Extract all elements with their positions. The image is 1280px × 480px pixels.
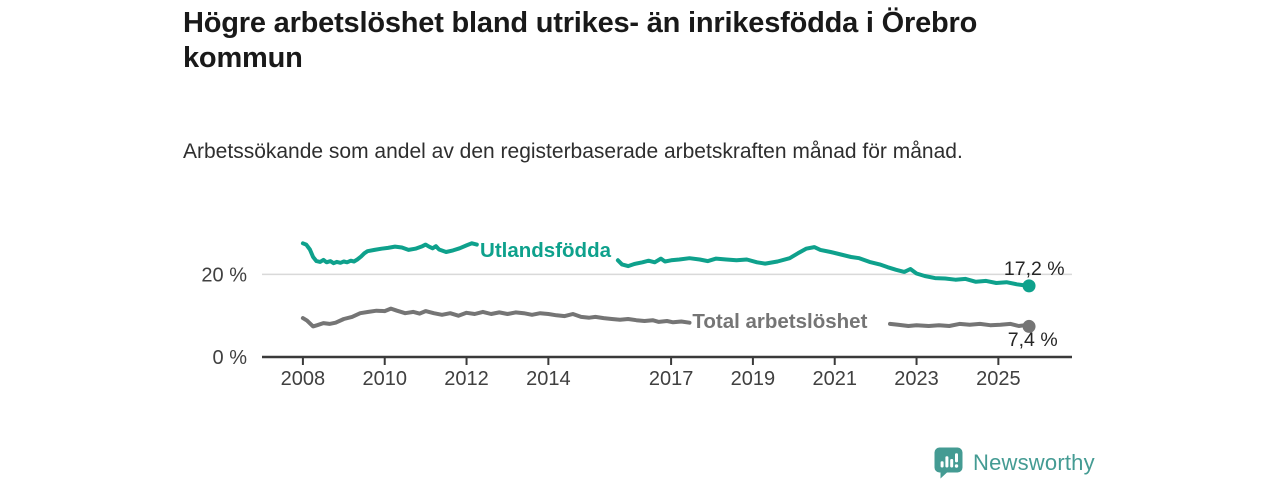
- series-line-utlandsfodda-2: [615, 245, 1031, 288]
- bar-chart-speech-bubble-icon: [933, 446, 964, 479]
- end-value-label-total-arbetsloshet: 7,4 %: [1008, 329, 1058, 351]
- end-dot-utlandsfodda: [1022, 279, 1036, 293]
- tick-label-2010: 2010: [362, 368, 407, 390]
- tick-label-2023: 2023: [894, 368, 939, 390]
- tick-label-2012: 2012: [444, 368, 489, 390]
- y-tick-label-20: 20 %: [201, 264, 247, 286]
- end-value-label-utlandsfodda: 17,2 %: [1004, 258, 1065, 280]
- tick-label-2019: 2019: [731, 368, 776, 390]
- tick-label-2025: 2025: [976, 368, 1021, 390]
- tick-label-2014: 2014: [526, 368, 571, 390]
- tick-label-2008: 2008: [281, 368, 326, 390]
- series-label-total-arbetsloshet: Total arbetslöshet: [692, 310, 867, 333]
- y-tick-label-0: 0 %: [213, 347, 248, 369]
- newsworthy-logo[interactable]: Newsworthy: [933, 446, 1095, 479]
- series-line-utlandsfodda-1: [300, 241, 479, 266]
- series-label-utlandsfodda: Utlandsfödda: [480, 239, 612, 262]
- newsworthy-logo-text: Newsworthy: [973, 449, 1095, 475]
- page-subtitle: Arbetssökande som andel av den registerb…: [183, 140, 963, 163]
- tick-label-2017: 2017: [649, 368, 694, 390]
- tick-label-2021: 2021: [812, 368, 857, 390]
- page-title: Högre arbetslöshet bland utrikes- än inr…: [183, 7, 978, 75]
- end-dot-total-arbetsloshet: [1022, 319, 1036, 333]
- series-line-total-arbetsloshet-2: [888, 321, 1031, 329]
- series-line-total-arbetsloshet-1: [300, 306, 692, 329]
